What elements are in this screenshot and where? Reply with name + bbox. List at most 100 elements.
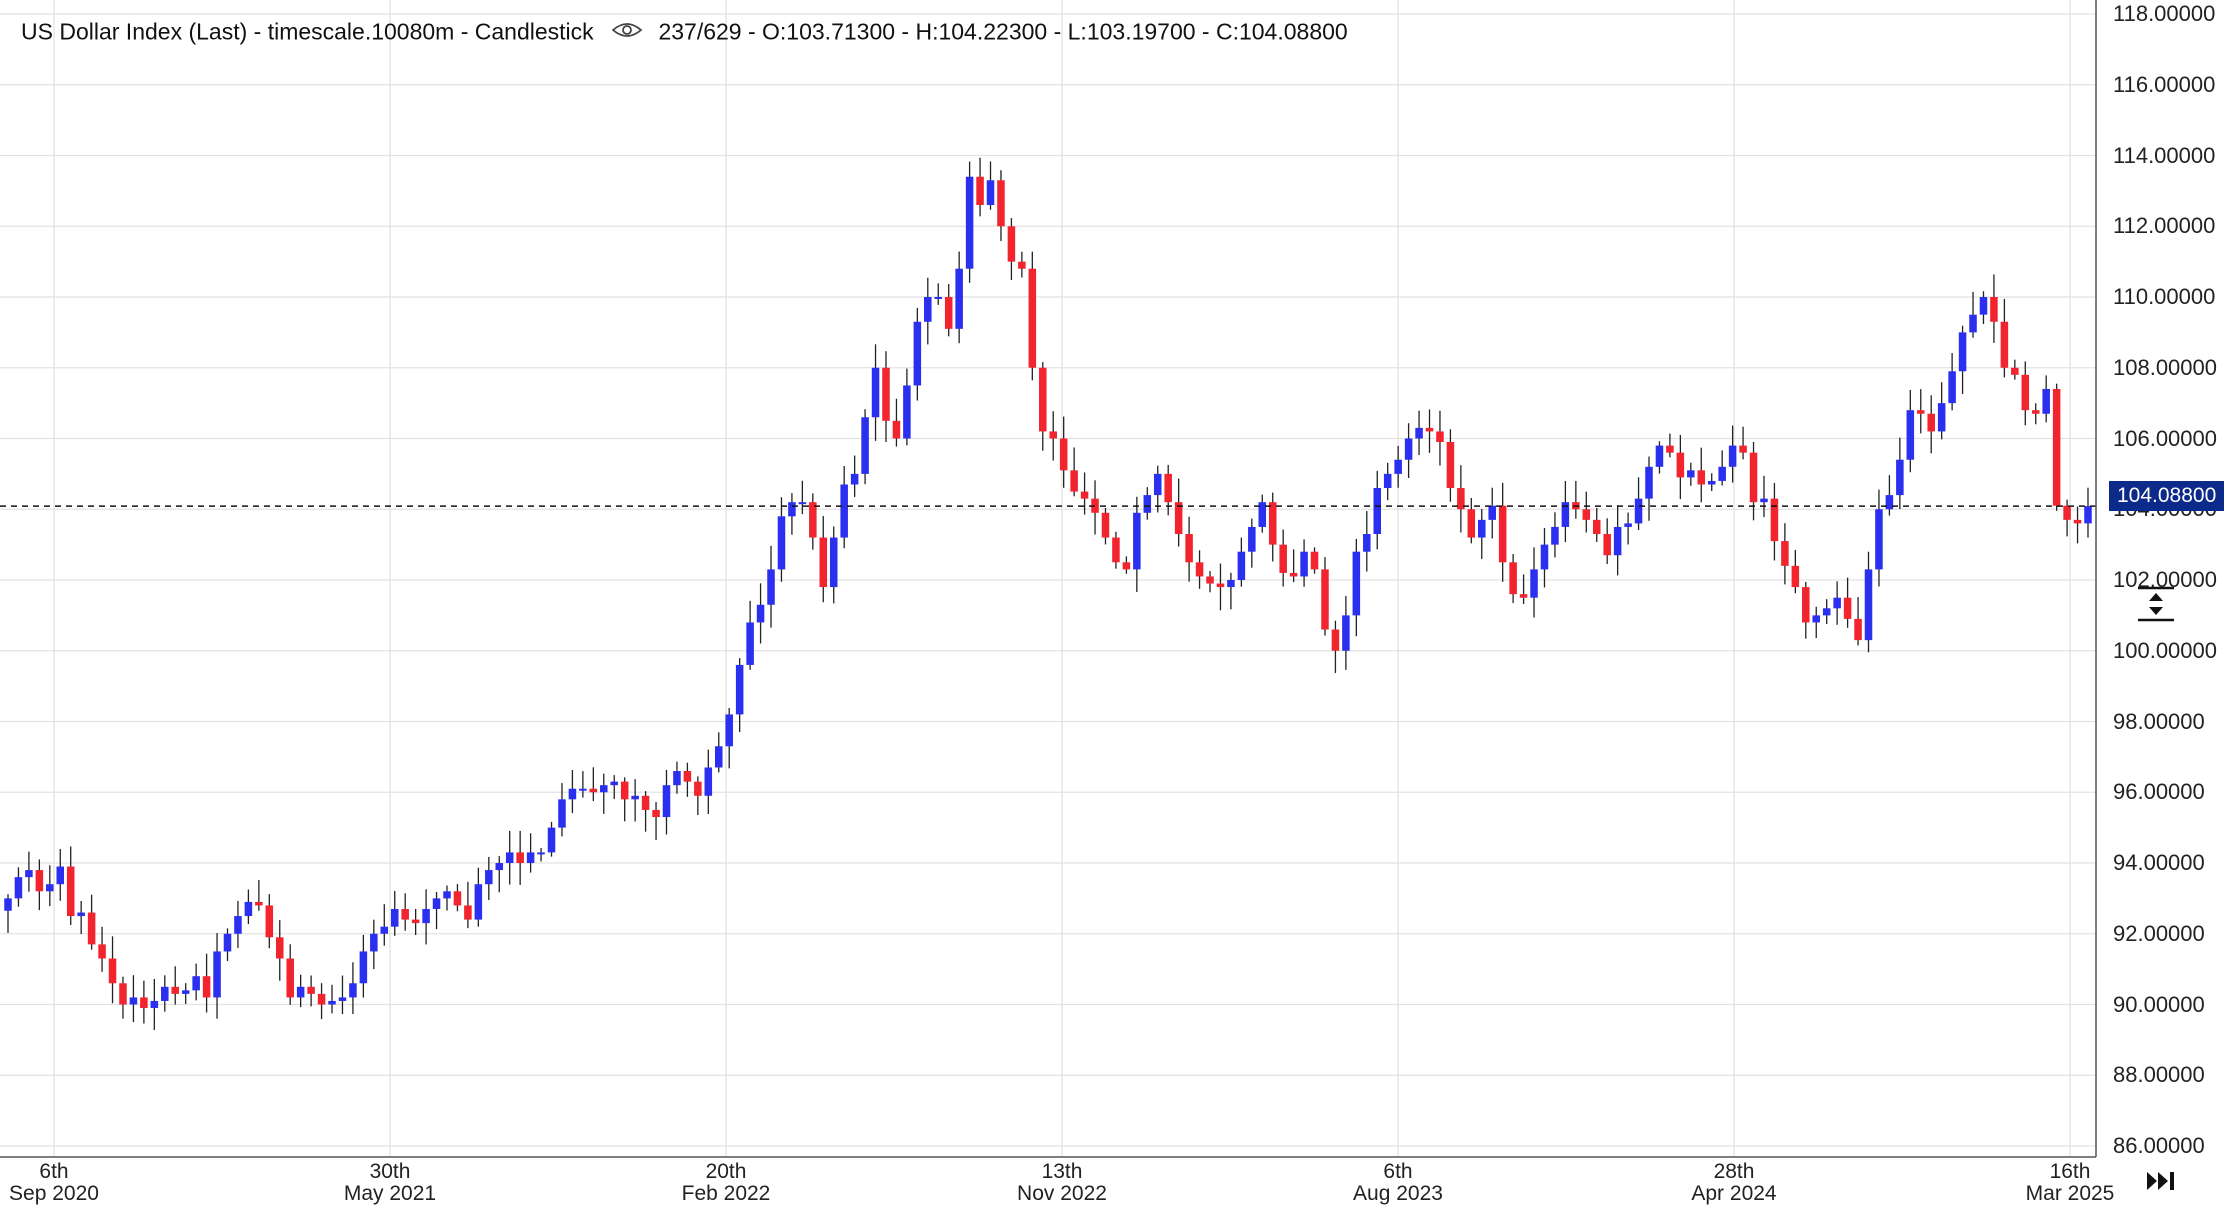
candle-body-down <box>1990 297 1998 322</box>
candle-body-down <box>1592 519 1601 535</box>
candle-body-up <box>1833 597 1841 609</box>
candle-body-up <box>1561 502 1570 527</box>
candle <box>735 658 744 733</box>
candle-body-down <box>1446 442 1455 489</box>
candle-body-up <box>714 746 723 768</box>
candle-body-up <box>46 884 54 892</box>
candle-body-down <box>1279 544 1287 573</box>
candle-body-down <box>1498 505 1507 563</box>
candle <box>1770 482 1779 561</box>
candle <box>1917 389 1925 434</box>
candle <box>798 480 807 515</box>
candle <box>98 926 106 972</box>
candle <box>140 980 148 1024</box>
candle-body-up <box>871 367 880 418</box>
candle <box>641 791 650 832</box>
candle-body-up <box>495 863 504 871</box>
candle <box>746 600 754 670</box>
candle-body-down <box>809 502 817 538</box>
candle <box>1749 441 1758 521</box>
candle <box>2021 361 2030 426</box>
y-tick-label: 88.00000 <box>2113 1062 2205 1088</box>
candle-body-down <box>1112 537 1120 563</box>
candle <box>1195 550 1204 589</box>
candle-body-up <box>77 912 85 917</box>
candle-body-down <box>1770 498 1779 542</box>
candle-body-down <box>1843 597 1852 619</box>
candle-body-down <box>66 866 75 917</box>
candle <box>1948 353 1956 411</box>
candle <box>1969 291 1977 338</box>
candle <box>1436 410 1444 466</box>
y-tick-label: 112.00000 <box>2113 213 2216 239</box>
x-tick-day: 30th <box>369 1160 411 1183</box>
candle <box>1363 511 1371 572</box>
candle-body-up <box>4 898 12 911</box>
y-tick-label: 108.00000 <box>2113 354 2217 380</box>
candle <box>2073 506 2082 544</box>
candle <box>1488 487 1496 539</box>
candle <box>2084 487 2092 538</box>
scale-toggle-icon[interactable] <box>2136 586 2176 622</box>
candle-body-down <box>1080 491 1089 499</box>
candle-body-up <box>1979 297 1988 315</box>
candle-body-up <box>485 870 493 885</box>
candle-body-up <box>547 827 556 853</box>
candle <box>1572 480 1580 519</box>
candle-body-down <box>1321 569 1329 630</box>
candle <box>1300 539 1308 587</box>
candle <box>1258 494 1267 533</box>
candle-body-down <box>464 905 472 920</box>
candle <box>1122 556 1131 574</box>
candle <box>1812 606 1821 639</box>
candle <box>129 975 138 1023</box>
eye-icon[interactable] <box>611 18 643 45</box>
candle-body-down <box>1101 512 1110 538</box>
y-tick-label: 90.00000 <box>2113 991 2205 1017</box>
candle <box>2000 298 2009 378</box>
candle <box>1498 482 1507 582</box>
fast-forward-icon[interactable] <box>2145 1170 2179 1192</box>
candle-body-up <box>955 268 963 329</box>
candle-body-down <box>171 986 179 994</box>
candle-body-down <box>317 993 326 1005</box>
candle-body-up <box>903 385 911 439</box>
candle <box>495 856 504 893</box>
candle-body-up <box>600 785 608 793</box>
y-tick-label: 106.00000 <box>2113 425 2217 451</box>
candle <box>829 526 838 604</box>
candle <box>1561 480 1570 543</box>
candle-body-down <box>1007 226 1016 262</box>
candle <box>1802 581 1810 639</box>
candle-body-up <box>704 767 713 796</box>
candle <box>1551 512 1559 558</box>
candle-body-up <box>1530 569 1538 598</box>
candle <box>46 865 54 907</box>
x-tick-label: 16th Mar 2025 <box>2000 1161 2140 1205</box>
candle-body-up <box>673 771 681 786</box>
candle-body-down <box>307 986 315 994</box>
candle-body-up <box>244 901 253 917</box>
candle <box>1133 496 1141 593</box>
candle-body-up <box>1373 488 1382 535</box>
candle-body-down <box>683 771 692 782</box>
candle-body-down <box>641 795 650 810</box>
candle-body-up <box>631 795 639 800</box>
candle-body-up <box>662 785 671 818</box>
candle <box>1833 581 1841 625</box>
candle <box>161 975 169 1012</box>
candle-body-up <box>1258 502 1267 527</box>
candle <box>1268 492 1277 562</box>
candle <box>1446 429 1455 502</box>
candle <box>1958 325 1967 394</box>
candle <box>390 890 399 936</box>
candle-body-up <box>2084 506 2092 524</box>
candle-body-down <box>411 919 420 924</box>
candle-body-up <box>913 321 922 386</box>
candle <box>464 881 472 929</box>
candle <box>255 879 263 911</box>
candle-body-up <box>349 983 357 998</box>
candle <box>307 975 315 1007</box>
candle <box>1007 218 1016 280</box>
